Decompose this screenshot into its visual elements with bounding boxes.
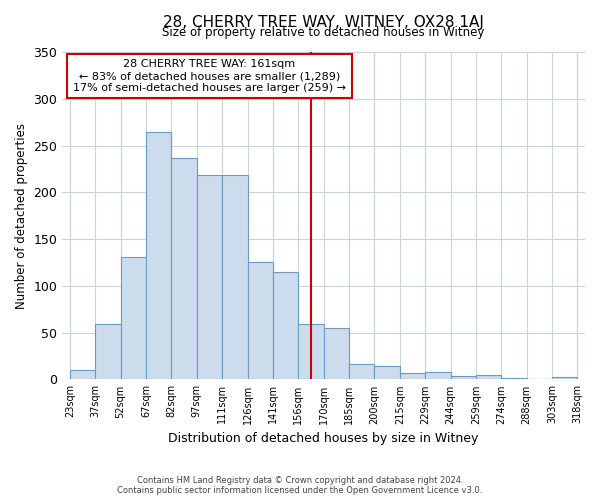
Bar (400, 373, 425, 380)
Bar (323, 328, 349, 380)
Y-axis label: Number of detached properties: Number of detached properties (15, 122, 28, 308)
Bar (146, 132, 172, 380)
Text: Size of property relative to detached houses in Witney: Size of property relative to detached ho… (163, 26, 485, 39)
Bar (552, 376, 577, 380)
Bar (501, 378, 527, 380)
Bar (248, 262, 273, 380)
Bar (425, 372, 451, 380)
Bar (273, 272, 298, 380)
Bar (70, 370, 95, 380)
Bar (121, 257, 146, 380)
Bar (172, 158, 197, 380)
Text: Contains HM Land Registry data © Crown copyright and database right 2024.
Contai: Contains HM Land Registry data © Crown c… (118, 476, 482, 495)
Bar (95, 324, 121, 380)
X-axis label: Distribution of detached houses by size in Witney: Distribution of detached houses by size … (169, 432, 479, 445)
Bar (222, 174, 248, 380)
Bar (374, 366, 400, 380)
Bar (349, 364, 374, 380)
Bar (476, 375, 501, 380)
Bar (451, 376, 476, 380)
Bar (298, 324, 323, 380)
Bar (197, 174, 222, 380)
Title: 28, CHERRY TREE WAY, WITNEY, OX28 1AJ: 28, CHERRY TREE WAY, WITNEY, OX28 1AJ (163, 15, 484, 30)
Text: 28 CHERRY TREE WAY: 161sqm
← 83% of detached houses are smaller (1,289)
17% of s: 28 CHERRY TREE WAY: 161sqm ← 83% of deta… (73, 60, 346, 92)
